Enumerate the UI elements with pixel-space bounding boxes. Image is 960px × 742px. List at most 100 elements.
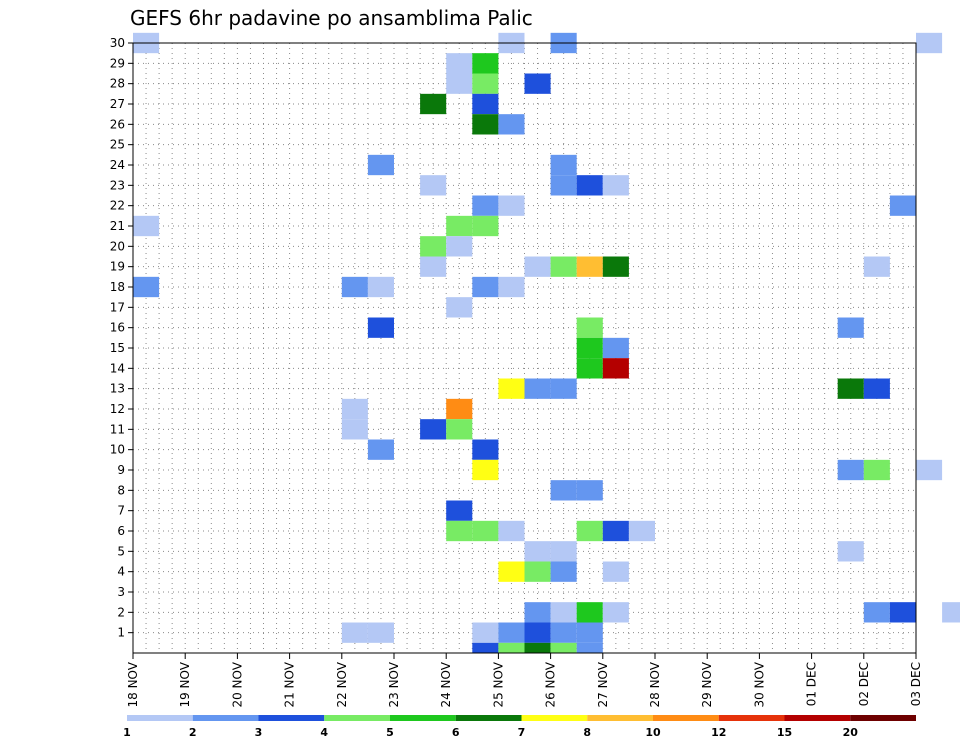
heatmap-cell <box>472 276 499 298</box>
y-tick-label: 29 <box>110 56 125 70</box>
y-tick-label: 23 <box>110 178 125 192</box>
heatmap-cell <box>576 622 603 643</box>
heatmap-cell <box>446 53 473 74</box>
heatmap-cell <box>889 602 916 623</box>
heatmap-cell <box>837 541 864 562</box>
heatmap-cell <box>602 358 629 379</box>
y-tick-label: 22 <box>110 199 125 213</box>
x-tick-label: 28 NOV <box>648 661 662 707</box>
y-tick-label: 13 <box>110 382 125 396</box>
y-tick-label: 5 <box>117 544 125 558</box>
color-bin-label: 20 <box>843 726 859 739</box>
heatmap-cell <box>550 561 577 582</box>
color-legend: 1 2 3 4 5 6 7 8 10 12 15 20 <box>123 715 916 739</box>
x-tick-label: 29 NOV <box>700 661 714 707</box>
y-tick-label: 30 <box>110 36 125 50</box>
y-tick-label: 10 <box>110 443 125 457</box>
y-tick-label: 3 <box>117 585 125 599</box>
y-tick-label: 9 <box>117 463 125 477</box>
x-tick-label: 30 NOV <box>752 661 766 707</box>
heatmap-cell <box>602 175 629 196</box>
heatmap-cell <box>524 73 551 94</box>
heatmap-cell <box>498 642 525 653</box>
heatmap-cell <box>133 276 160 298</box>
y-tick-label: 6 <box>117 524 125 538</box>
heatmap-cell <box>472 622 499 643</box>
x-tick-label: 23 NOV <box>387 661 401 707</box>
y-tick-label: 14 <box>110 361 125 375</box>
x-tick-label: 25 NOV <box>491 661 505 707</box>
heatmap-cell <box>472 73 499 94</box>
heatmap-cell <box>367 154 394 176</box>
y-tick-label: 26 <box>110 117 125 131</box>
heatmap-cell <box>420 256 447 277</box>
heatmap-cell <box>446 73 473 94</box>
heatmap-cell <box>550 378 577 399</box>
heatmap-cell <box>916 32 943 54</box>
y-tick-label: 8 <box>117 483 125 497</box>
y-tick-label: 20 <box>110 239 125 253</box>
heatmap-cell <box>472 93 499 115</box>
heatmap-cell <box>341 419 368 440</box>
heatmap-cell <box>498 276 525 298</box>
heatmap-cell <box>420 175 447 196</box>
x-tick-label: 01 DEC <box>805 662 819 706</box>
color-swatch <box>587 715 653 721</box>
color-swatch <box>718 715 785 721</box>
heatmap-cell <box>602 256 629 277</box>
heatmap-cell <box>550 480 577 501</box>
heatmap-cell <box>472 215 499 237</box>
heatmap-cell <box>576 602 603 623</box>
x-tick-label: 22 NOV <box>335 661 349 707</box>
x-tick-label: 18 NOV <box>126 661 140 707</box>
heatmap-cell <box>472 459 499 481</box>
color-bin-label: 4 <box>320 726 328 739</box>
heatmap-cell <box>367 622 394 643</box>
heatmap-cell <box>446 297 473 318</box>
heatmap-cell <box>446 215 473 237</box>
heatmap-cell <box>550 175 577 196</box>
heatmap-cell <box>446 419 473 440</box>
heatmap-cell <box>341 398 368 420</box>
y-tick-label: 7 <box>117 504 125 518</box>
heatmap-cell <box>472 439 499 460</box>
y-tick-label: 19 <box>110 260 125 274</box>
heatmap-cell <box>602 602 629 623</box>
heatmap-cell <box>524 602 551 623</box>
color-bin-label: 10 <box>645 726 661 739</box>
y-axis-ticks: 1234567891011121314151617181920212223242… <box>110 36 133 640</box>
heatmap-cell <box>550 256 577 277</box>
color-swatch <box>258 715 325 721</box>
color-bin-label: 5 <box>386 726 394 739</box>
heatmap-cell <box>524 378 551 399</box>
heatmap-cell <box>550 602 577 623</box>
heatmap-cell <box>472 642 499 653</box>
heatmap-cell <box>367 317 394 338</box>
y-tick-label: 25 <box>110 138 125 152</box>
color-bin-label: 15 <box>777 726 792 739</box>
heatmap-cell <box>602 337 629 359</box>
heatmap-cell <box>837 459 864 481</box>
color-bin-label: 2 <box>189 726 197 739</box>
heatmap-cell <box>576 480 603 501</box>
x-tick-label: 03 DEC <box>909 662 923 706</box>
heatmap-cell <box>576 175 603 196</box>
heatmap-cell <box>916 459 943 481</box>
heatmap-cell <box>498 378 525 399</box>
heatmap-cell <box>602 561 629 582</box>
heatmap-cell <box>524 642 551 653</box>
heatmap-cell <box>341 276 368 298</box>
heatmap-cell <box>863 602 890 623</box>
x-axis-ticks: 18 NOV 19 NOV 20 NOV 21 NOV 22 NOV 23 NOV 24 N… <box>126 653 923 708</box>
color-swatch <box>784 715 851 721</box>
color-swatch <box>127 715 193 721</box>
y-tick-label: 17 <box>110 300 125 314</box>
heatmap-cell <box>472 520 499 542</box>
heatmap-cell <box>446 520 473 542</box>
y-tick-label: 24 <box>110 158 125 172</box>
y-tick-label: 2 <box>117 605 125 619</box>
heatmap-cell <box>889 195 916 216</box>
heatmap-cell <box>472 114 499 135</box>
heatmap-cell <box>628 520 655 542</box>
y-tick-label: 12 <box>110 402 125 416</box>
